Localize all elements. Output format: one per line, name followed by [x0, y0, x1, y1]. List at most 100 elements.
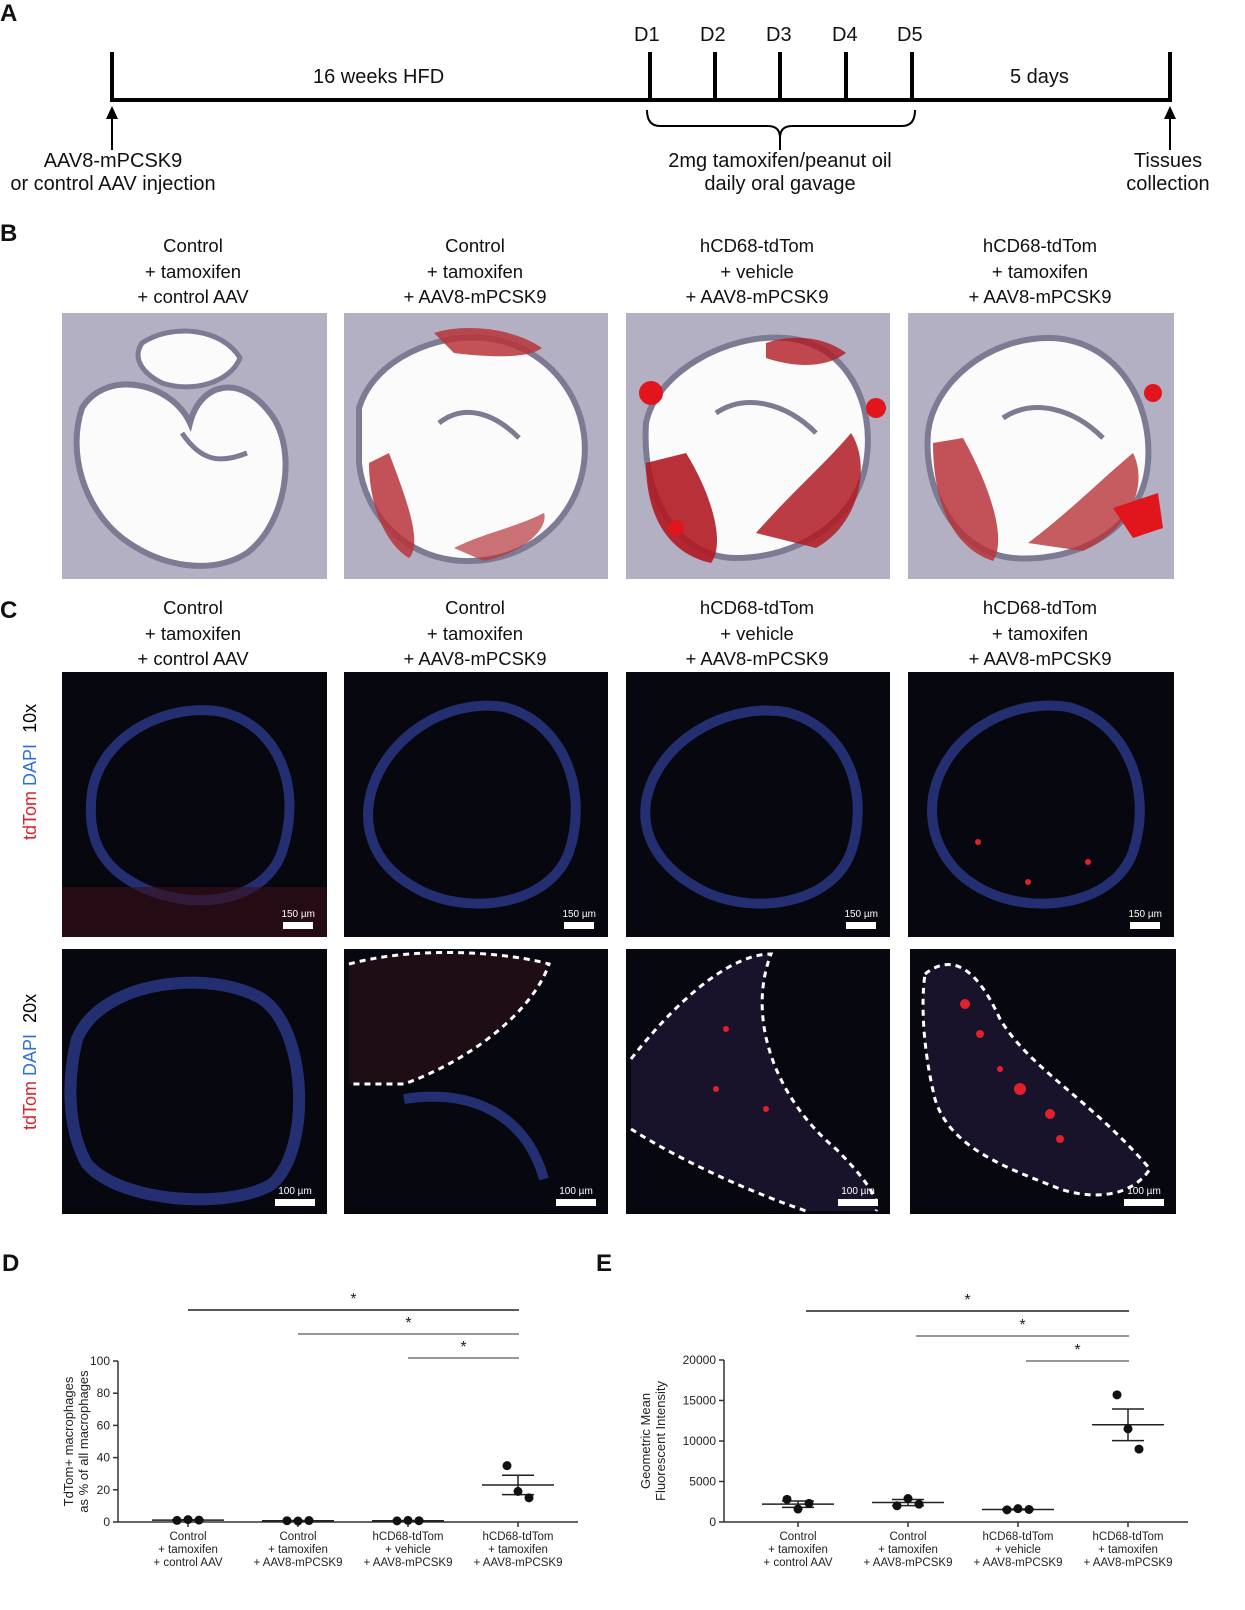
x-tick-label: + control AAV: [763, 1557, 832, 1569]
timeline-day-3: D3: [766, 24, 792, 46]
timeline-injection-line1: AAV8-mPCSK9: [43, 150, 183, 172]
data-point: [914, 1499, 924, 1509]
data-point: [403, 1515, 413, 1525]
y-tick-label: 40: [97, 1451, 111, 1465]
panel-label-e: E: [596, 1250, 613, 1277]
significance-star: *: [460, 1339, 466, 1356]
scale-bar-10x: 150 µm: [281, 909, 315, 929]
histology-image-4: [908, 313, 1174, 579]
panel-label-d: D: [2, 1250, 20, 1277]
stain-tdtom-label: tdTom: [20, 790, 40, 840]
data-point: [793, 1504, 803, 1514]
y-tick-label: 60: [97, 1418, 111, 1432]
fluorescence-group-header-2: Control + tamoxifen + AAV8-mPCSK9: [403, 597, 547, 669]
y-axis-label: Fluorescent Intensity: [653, 1381, 668, 1501]
x-tick-label: + vehicle: [385, 1544, 431, 1556]
data-point: [392, 1516, 402, 1526]
scale-bar-10x: 150 µm: [1128, 909, 1162, 929]
x-tick-label: + tamoxifen: [768, 1544, 828, 1556]
timeline-injection-note: AAV8-mPCSK9 or control AAV injection: [0, 150, 226, 196]
timeline-gavage-line1: 2mg tamoxifen/peanut oil: [668, 150, 892, 172]
data-point: [1002, 1505, 1012, 1515]
stain-tdtom-label: tdTom: [20, 1080, 40, 1130]
x-tick-label: Control: [279, 1531, 316, 1543]
timeline-phase-hfd: 16 weeks HFD: [313, 66, 445, 88]
histology-image-2: [344, 313, 608, 579]
fluorescence-group-header-4: hCD68-tdTom + tamoxifen + AAV8-mPCSK9: [968, 597, 1112, 669]
scale-bar-10x: 150 µm: [562, 909, 596, 929]
data-point: [183, 1515, 193, 1525]
timeline-day-4: D4: [832, 24, 858, 46]
data-point: [282, 1516, 292, 1526]
x-tick-label: + tamoxifen: [158, 1544, 218, 1556]
fluorescence-10x-image-4: 150 µm: [908, 672, 1174, 937]
x-tick-label: + tamoxifen: [878, 1544, 938, 1556]
timeline-gavage-line2: daily oral gavage: [704, 173, 856, 195]
scale-bar-20x: 100 µm: [275, 1186, 315, 1206]
timeline-collection-line1: Tissues: [1133, 150, 1203, 172]
x-tick-label: + tamoxifen: [1098, 1544, 1158, 1556]
x-tick-label: + vehicle: [995, 1544, 1041, 1556]
x-tick-label: Control: [779, 1531, 816, 1543]
timeline-axis: [106, 52, 1176, 150]
x-tick-label: Control: [169, 1531, 206, 1543]
x-tick-label: + AAV8-mPCSK9: [1084, 1557, 1173, 1569]
y-tick-label: 5000: [689, 1475, 716, 1489]
data-point: [892, 1501, 902, 1511]
y-tick-label: 10000: [683, 1434, 717, 1448]
y-tick-label: 100: [90, 1354, 110, 1368]
timeline-day-2: D2: [700, 24, 726, 46]
data-point: [1123, 1424, 1133, 1434]
data-point: [513, 1486, 523, 1496]
x-tick-label: + AAV8-mPCSK9: [254, 1557, 343, 1569]
magnification-20x: 20x: [20, 993, 40, 1023]
timeline-phase-5days: 5 days: [1010, 66, 1069, 88]
data-point: [502, 1461, 512, 1471]
significance-star: *: [964, 1292, 970, 1309]
x-tick-label: + tamoxifen: [268, 1544, 328, 1556]
x-tick-label: hCD68-tdTom: [983, 1531, 1054, 1543]
significance-star: *: [1074, 1342, 1080, 1359]
data-point: [414, 1516, 424, 1526]
y-tick-label: 80: [97, 1386, 111, 1400]
x-tick-label: + control AAV: [153, 1557, 222, 1569]
panel-label-b: B: [0, 220, 18, 247]
timeline-gavage-note: 2mg tamoxifen/peanut oil daily oral gava…: [630, 150, 930, 196]
y-tick-label: 0: [103, 1515, 110, 1529]
timeline-collection-line2: collection: [1126, 173, 1210, 195]
row-label-10x: tdTom DAPI 10x: [20, 704, 41, 840]
data-point: [524, 1493, 534, 1503]
timeline-collection-note: Tissues collection: [1110, 150, 1226, 196]
histology-group-header-1: Control + tamoxifen + control AAV: [137, 235, 249, 307]
fluorescence-20x-image-2: 100 µm: [344, 949, 608, 1214]
data-point: [804, 1498, 814, 1508]
stain-dapi-label: DAPI: [20, 743, 40, 786]
x-tick-label: + AAV8-mPCSK9: [974, 1557, 1063, 1569]
x-tick-label: hCD68-tdTom: [483, 1531, 554, 1543]
scale-bar-10x: 150 µm: [844, 909, 878, 929]
timeline-injection-line2: or control AAV injection: [10, 173, 216, 195]
y-axis-label: Geometric Mean: [638, 1393, 653, 1489]
fluorescence-10x-image-3: 150 µm: [626, 672, 890, 937]
data-point: [1134, 1444, 1144, 1454]
data-point: [782, 1494, 792, 1504]
x-tick-label: + tamoxifen: [488, 1544, 548, 1556]
y-tick-label: 20: [97, 1483, 111, 1497]
data-point: [1112, 1390, 1122, 1400]
x-tick-label: hCD68-tdTom: [373, 1531, 444, 1543]
y-tick-label: 20000: [683, 1353, 717, 1367]
y-tick-label: 15000: [683, 1394, 717, 1408]
significance-star: *: [405, 1315, 411, 1332]
fluorescence-20x-image-4: 100 µm: [910, 949, 1176, 1214]
timeline-day-5: D5: [897, 24, 923, 46]
histology-group-header-2: Control + tamoxifen + AAV8-mPCSK9: [403, 235, 547, 307]
x-tick-label: + AAV8-mPCSK9: [474, 1557, 563, 1569]
x-tick-label: + AAV8-mPCSK9: [864, 1557, 953, 1569]
row-label-20x: tdTom DAPI 20x: [20, 994, 41, 1130]
scale-bar-20x: 100 µm: [838, 1186, 878, 1206]
panel-label-c: C: [0, 597, 18, 624]
scale-bar-20x: 100 µm: [1124, 1186, 1164, 1206]
magnification-10x: 10x: [20, 703, 40, 733]
